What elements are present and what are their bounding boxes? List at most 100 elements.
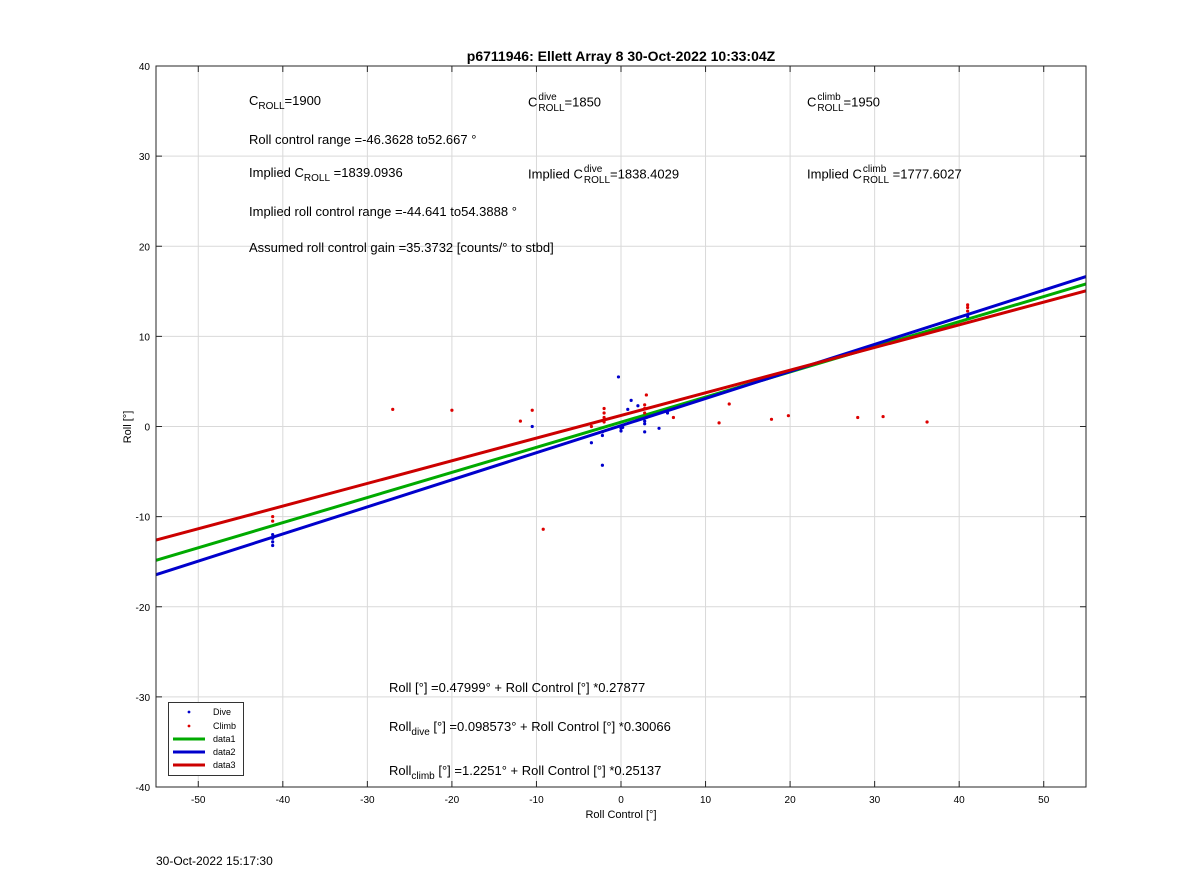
x-tick-label: 20 (785, 795, 797, 806)
legend-item-climb: Climb (169, 720, 243, 732)
dive-point (665, 411, 670, 415)
roll-control-gain: Assumed roll control gain =35.3732 [coun… (249, 240, 554, 255)
climb-point (925, 420, 929, 424)
dive-point (271, 533, 275, 537)
dive-point (966, 314, 970, 319)
dive-point (636, 404, 640, 408)
climb-marker-icon (187, 724, 191, 728)
y-tick-label: 10 (139, 332, 151, 343)
footer-timestamp: 30-Oct-2022 15:17:30 (156, 854, 273, 868)
x-tick-label: -20 (445, 795, 460, 806)
dive-point (530, 424, 534, 429)
dive-point (643, 419, 647, 423)
legend: Dive Climb data1 data2 data3 (168, 702, 244, 776)
dive-point (644, 415, 648, 420)
y-tick-label: 30 (139, 152, 151, 163)
y-tick-label: 0 (144, 423, 150, 434)
climb-point (856, 415, 860, 420)
equation-all: Roll [°] =0.47999° + Roll Control [°] *0… (389, 680, 646, 695)
x-tick-label: -10 (529, 795, 544, 806)
climb-point (271, 519, 275, 523)
climb-point (602, 415, 606, 420)
dive-marker-icon (187, 710, 191, 714)
y-tick-label: -30 (136, 693, 151, 704)
climb-point (717, 421, 721, 425)
climb-point (966, 305, 970, 310)
climb-point (643, 403, 647, 407)
climb-point (643, 406, 647, 411)
dive-point (657, 426, 661, 430)
y-tick-label: 40 (139, 62, 151, 73)
climb-point (881, 414, 885, 419)
dive-point (589, 441, 594, 445)
x-tick-label: 40 (954, 795, 966, 806)
y-tick-label: -40 (136, 783, 151, 794)
legend-item-data3: data3 (169, 759, 243, 771)
dive-point (271, 536, 275, 540)
y-tick-label: -10 (136, 513, 151, 524)
dive-point (629, 398, 633, 402)
legend-item-data1: data1 (169, 733, 243, 745)
climb-point (518, 419, 522, 423)
x-tick-label: -50 (191, 795, 206, 806)
data3-line-icon (173, 763, 205, 767)
climb-point (644, 393, 648, 397)
dive-point (616, 375, 621, 379)
x-axis-label: Roll Control [°] (585, 809, 656, 821)
climb-point (602, 420, 606, 424)
equation-climb: Rollclimb [°] =1.2251° + Roll Control [°… (389, 763, 662, 782)
x-tick-label: 10 (700, 795, 712, 806)
fit-line-data2 (155, 275, 1087, 577)
dive-point (600, 433, 605, 438)
climb-point (391, 407, 395, 411)
climb-point (671, 415, 676, 420)
dive-point (600, 463, 605, 467)
roll-control-range: Roll control range =-46.3628 to52.667 ° (249, 132, 477, 147)
climb-point (769, 417, 774, 421)
climb-point (966, 303, 970, 307)
implied-roll-range: Implied roll control range =-44.641 to54… (249, 204, 517, 219)
climb-point (602, 406, 606, 411)
axis-ticks: -50 -40 -30 -20 -10 0 10 20 30 40 50 -40 -30 -20 -10 0 1… (136, 62, 1086, 806)
dive-point (643, 422, 647, 426)
dive-point (271, 540, 275, 544)
legend-item-data2: data2 (169, 746, 243, 758)
y-tick-label: 20 (139, 242, 151, 253)
climb-point (589, 424, 594, 429)
implied-c-roll: Implied CROLL =1839.0936 (249, 165, 403, 184)
dive-point (619, 429, 623, 433)
x-tick-label: 0 (618, 795, 624, 806)
legend-item-dive: Dive (169, 706, 243, 718)
legend-label-data3: data3 (213, 760, 236, 770)
x-tick-label: -40 (276, 795, 291, 806)
c-roll-annotation: CROLL=1900 (249, 93, 322, 112)
plot-series (155, 275, 1087, 577)
x-tick-label: 30 (869, 795, 881, 806)
dive-point (643, 430, 647, 434)
climb-point (643, 411, 647, 415)
climb-point (541, 527, 545, 531)
data1-line-icon (173, 737, 205, 741)
climb-point (450, 408, 454, 412)
legend-label-data2: data2 (213, 747, 236, 757)
data2-line-icon (173, 750, 205, 754)
fit-line-data1 (155, 282, 1087, 562)
legend-label-dive: Dive (213, 707, 232, 717)
dive-point (626, 407, 630, 411)
dive-point (600, 430, 605, 434)
fit-line-data3 (155, 289, 1087, 542)
legend-label-data1: data1 (213, 734, 236, 744)
y-tick-label: -20 (136, 603, 151, 614)
climb-point (530, 408, 534, 412)
climb-point (786, 414, 791, 418)
legend-label-climb: Climb (213, 721, 237, 731)
equation-dive: Rolldive [°] =0.098573° + Roll Control [… (389, 719, 671, 738)
dive-point (621, 425, 625, 430)
y-axis-label: Roll [°] (122, 411, 134, 444)
climb-point (602, 411, 606, 415)
